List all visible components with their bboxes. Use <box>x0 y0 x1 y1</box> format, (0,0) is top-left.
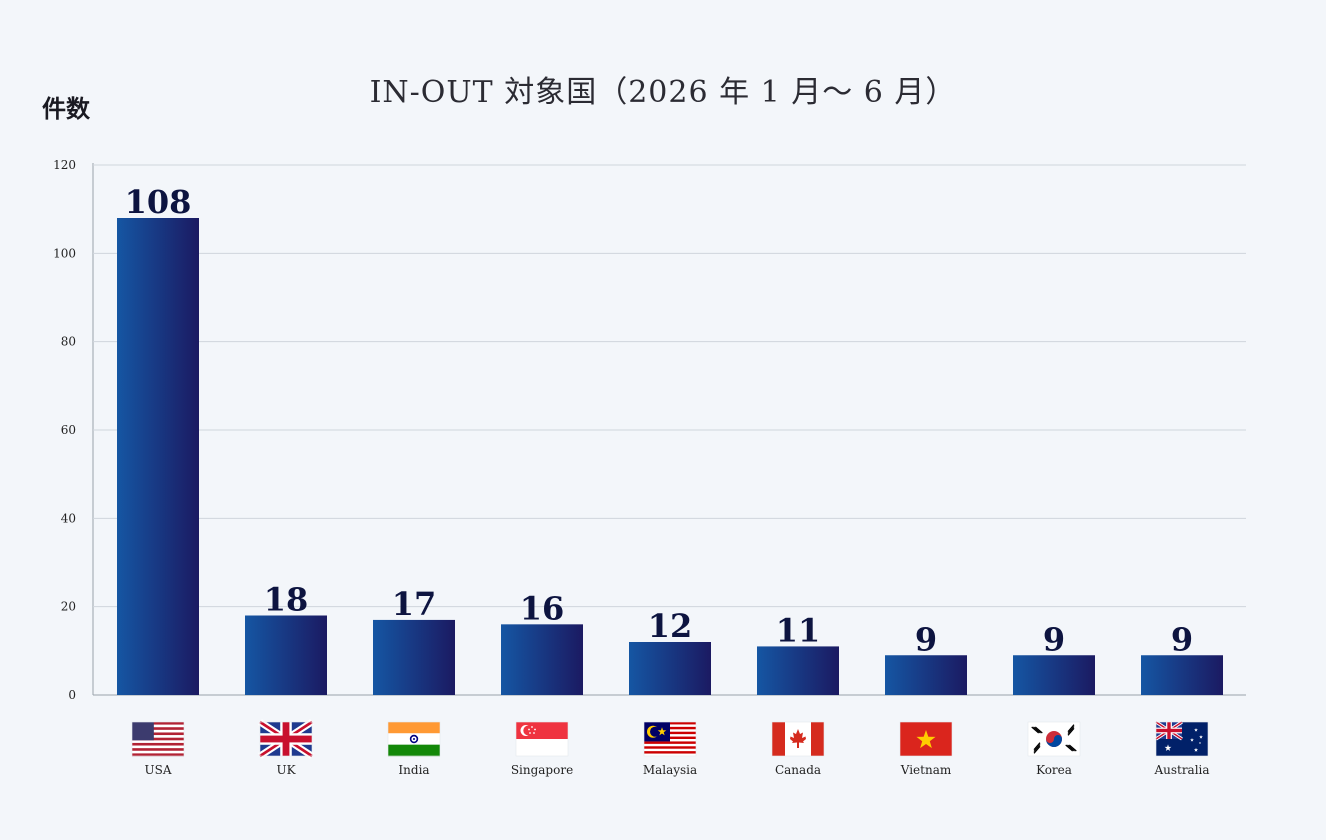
value-label: 11 <box>776 611 821 649</box>
category-label: Vietnam <box>900 763 952 777</box>
category-label: Malaysia <box>643 763 697 777</box>
y-tick-label: 40 <box>61 511 76 525</box>
bar-usa <box>117 218 199 695</box>
bar-india <box>373 619 455 695</box>
bar-singapore <box>501 624 583 695</box>
y-tick-label: 120 <box>53 158 76 172</box>
flag-malaysia-icon <box>643 721 697 757</box>
flag-canada-icon <box>771 721 825 757</box>
value-label: 9 <box>1043 620 1065 658</box>
bar-canada <box>757 646 839 695</box>
flag-australia-icon <box>1155 720 1209 757</box>
bar-uk <box>245 615 327 695</box>
category-label: Canada <box>775 763 821 777</box>
y-tick-label: 20 <box>61 600 76 614</box>
y-tick-label: 60 <box>61 423 76 437</box>
chart-title: IN-OUT 対象国（2026 年 1 月〜 6 月） <box>370 75 957 110</box>
grid-layer: 0 20 40 60 80 100 120 <box>53 158 1246 702</box>
y-tick-label: 100 <box>53 246 76 260</box>
value-label: 16 <box>520 589 565 627</box>
y-axis-label: 件数 <box>42 94 91 123</box>
value-label: 9 <box>1171 620 1193 658</box>
value-label: 18 <box>264 581 309 619</box>
bar-layer: 108 18 17 16 12 11 9 9 9 <box>117 183 1223 695</box>
flag-vietnam-icon <box>899 721 953 757</box>
y-tick-label: 0 <box>68 688 76 702</box>
bar-australia <box>1141 655 1223 695</box>
category-label: Australia <box>1153 763 1209 777</box>
category-layer: USA UK India Singapore Malaysia Canada Vietnam… <box>131 719 1210 777</box>
flag-singapore-icon <box>515 721 569 757</box>
bar-vietnam <box>885 655 967 695</box>
category-label: India <box>398 763 429 777</box>
value-label: 9 <box>915 620 937 658</box>
bar-malaysia <box>629 642 711 695</box>
flag-korea-icon <box>1027 721 1081 757</box>
category-label: USA <box>145 763 172 777</box>
flag-uk-icon <box>258 719 314 759</box>
flag-usa-icon <box>131 721 185 757</box>
value-label: 12 <box>648 607 693 645</box>
value-label: 108 <box>125 183 192 221</box>
value-label: 17 <box>392 585 437 623</box>
y-tick-label: 80 <box>61 335 76 349</box>
flag-india-icon <box>387 721 441 757</box>
category-label: Singapore <box>511 763 573 777</box>
category-label: UK <box>276 763 296 777</box>
bar-korea <box>1013 655 1095 695</box>
category-label: Korea <box>1036 763 1072 777</box>
